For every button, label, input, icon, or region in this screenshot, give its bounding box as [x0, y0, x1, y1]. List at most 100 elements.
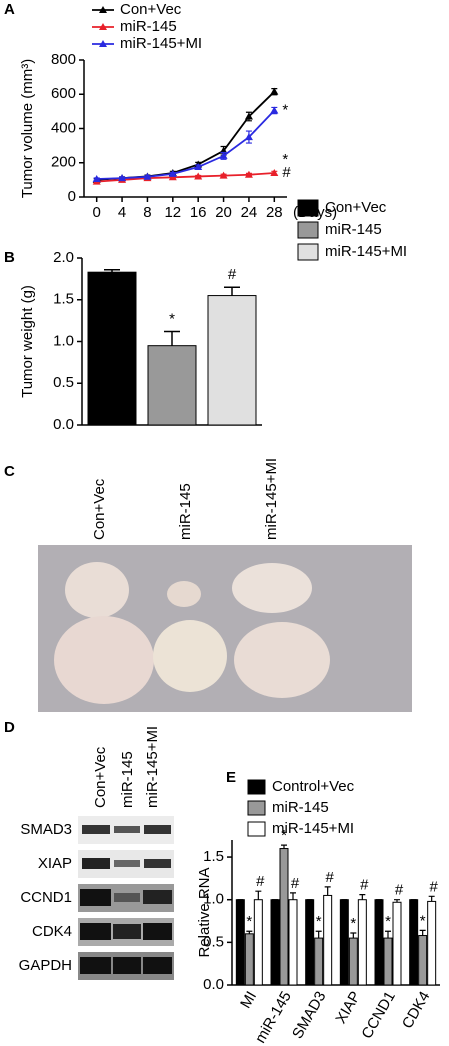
legend-label: Con+Vec [120, 1, 182, 18]
legend-swatch [247, 800, 266, 816]
x-tick-label: 4 [118, 204, 126, 221]
column-label: Con+Vec [91, 478, 108, 540]
series-line [96, 109, 275, 180]
column-label: miR-145+MI [263, 458, 280, 540]
x-tick-label: CCND1 [358, 988, 399, 1041]
marker [194, 163, 203, 171]
column-label: miR-145+MI [144, 726, 161, 808]
marker [270, 87, 279, 95]
marker [270, 169, 279, 177]
tumor-photo [38, 545, 412, 712]
y-axis-label: Tumor weight (g) [19, 285, 36, 398]
legend-label: miR-145+MI [120, 35, 202, 52]
marker [244, 133, 253, 141]
bar [383, 937, 393, 986]
row-label: CCND1 [20, 889, 72, 906]
bar [87, 271, 137, 426]
annotation: # [256, 873, 265, 890]
row-label: GAPDH [19, 957, 72, 974]
annotation: * [385, 913, 391, 930]
row-label: SMAD3 [20, 821, 72, 838]
annotation: # [360, 877, 369, 894]
bar [235, 899, 245, 986]
row-label: XIAP [38, 855, 72, 872]
y-tick-label: 0.5 [53, 374, 74, 391]
y-tick-label: 2.0 [53, 249, 74, 266]
bar [244, 933, 254, 986]
bar [392, 901, 402, 986]
legend-swatch [247, 821, 266, 837]
marker [244, 112, 253, 120]
legend-label: miR-145+MI [325, 243, 407, 260]
x-tick-label: 8 [143, 204, 151, 221]
marker [143, 172, 152, 180]
bar [348, 937, 358, 986]
legend-marker [99, 40, 107, 47]
legend-swatch [297, 243, 319, 261]
x-tick-label: 24 [241, 204, 258, 221]
panel-letter: D [4, 719, 15, 736]
series-line [96, 172, 275, 183]
annotation: * [246, 913, 252, 930]
marker [219, 171, 228, 179]
x-tick-label: 16 [190, 204, 207, 221]
y-axis-label: Relative RNA [196, 867, 213, 957]
marker [92, 175, 101, 183]
y-tick-label: 800 [51, 51, 76, 68]
x-tick-label: 20 [215, 204, 232, 221]
bar [305, 899, 315, 986]
legend-label: Con+Vec [325, 199, 387, 216]
column-label: Con+Vec [92, 746, 109, 808]
marker [244, 170, 253, 178]
marker [118, 174, 127, 182]
legend-swatch [297, 221, 319, 239]
annotation: # [429, 878, 438, 895]
x-tick-label: MI [237, 988, 260, 1011]
bar [207, 295, 257, 426]
bar [314, 937, 324, 986]
row-label: CDK4 [32, 923, 72, 940]
annotation: * [282, 101, 288, 118]
legend-label: miR-145 [272, 799, 329, 816]
annotation: * [169, 310, 175, 327]
legend-label: miR-145 [325, 221, 382, 238]
y-tick-label: 0 [68, 188, 76, 205]
annotation: # [228, 266, 237, 283]
y-tick-label: 1.5 [203, 848, 224, 865]
annotation: # [325, 869, 334, 886]
x-tick-label: CDK4 [399, 988, 434, 1031]
x-tick-label: SMAD3 [289, 988, 330, 1041]
bar [147, 345, 197, 426]
x-tick-label: 28 [266, 204, 283, 221]
y-tick-label: 1.5 [53, 291, 74, 308]
bar [374, 899, 384, 986]
bar [279, 848, 289, 986]
bar [253, 899, 263, 986]
column-label: miR-145 [177, 483, 194, 540]
x-tick-label: 0 [93, 204, 101, 221]
legend-marker [99, 23, 107, 30]
bar [270, 899, 280, 986]
bar [418, 935, 428, 986]
marker [270, 106, 279, 114]
annotation: * [281, 827, 287, 844]
y-tick-label: 200 [51, 154, 76, 171]
annotation: # [395, 882, 404, 899]
bar [339, 899, 349, 986]
y-axis-label: Tumor volume (mm³) [19, 59, 36, 198]
annotation: # [291, 875, 300, 892]
marker [219, 151, 228, 159]
panel-letter: E [226, 769, 236, 786]
legend-marker [99, 6, 107, 13]
blot-image [78, 816, 174, 980]
legend-label: miR-145+MI [272, 820, 354, 837]
x-tick-label: XIAP [332, 988, 364, 1026]
legend-swatch [297, 199, 319, 217]
bar [427, 900, 437, 986]
panel-letter: C [4, 463, 15, 480]
bar [409, 899, 419, 986]
x-tick-label: 12 [164, 204, 181, 221]
annotation: * [282, 151, 288, 168]
y-tick-label: 1.0 [53, 332, 74, 349]
